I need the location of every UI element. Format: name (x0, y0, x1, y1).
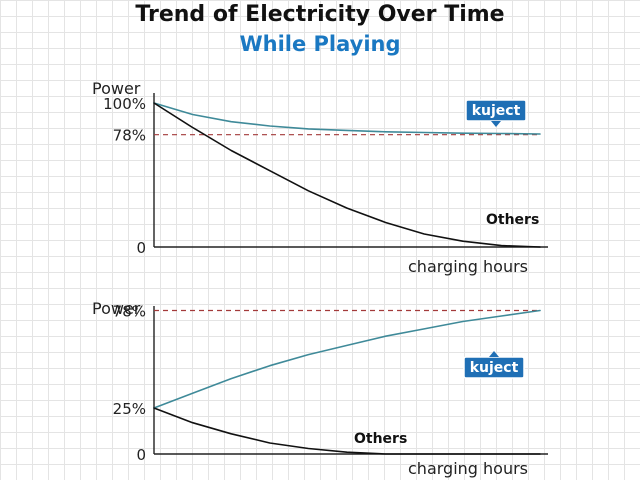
y-tick-label: 78% (113, 302, 146, 320)
y-tick-label: 25% (113, 400, 146, 418)
x-axis-label: charging hours (408, 459, 528, 478)
series-line-kuject (153, 309, 541, 409)
chart-subtitle: While Playing (239, 32, 401, 56)
chart-title: Trend of Electricity Over Time (135, 2, 505, 27)
series-line-others (153, 407, 541, 455)
chart-1: Power charging hours 100% 78% 0 kuject Others (92, 79, 548, 276)
series-label-kuject: kuject (470, 360, 519, 376)
y-tick-label: 100% (103, 95, 146, 113)
series-tag-kuject: kuject (463, 351, 525, 379)
x-axis-label: charging hours (408, 257, 528, 276)
y-tick-label: 0 (136, 446, 146, 464)
series-line-others (153, 102, 541, 248)
series-tag-kuject: kuject (465, 99, 527, 127)
series-label-kuject: kuject (472, 103, 521, 119)
series-label-others: Others (486, 212, 539, 228)
y-tick-label: 78% (113, 127, 146, 145)
y-axis-label: Power (92, 79, 141, 98)
series-label-others: Others (354, 431, 407, 447)
y-axis-label: Power (92, 299, 141, 318)
chart-2: Power charging hours 78% 25% 0 kuject Others (92, 299, 548, 478)
y-tick-label: 0 (136, 239, 146, 257)
series-line-kuject (153, 102, 541, 135)
